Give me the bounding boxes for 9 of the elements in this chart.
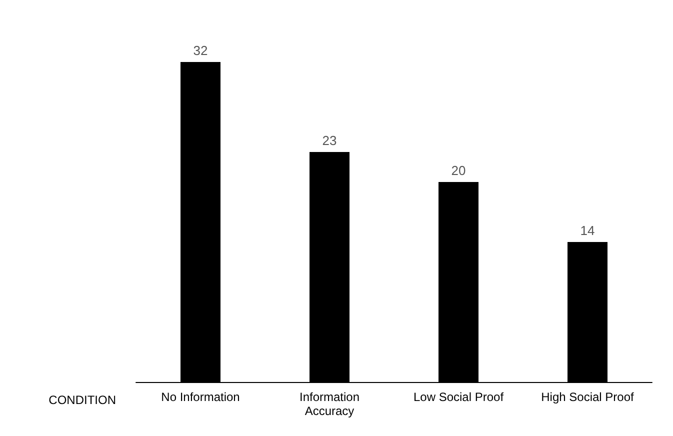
x-tick-label: Information Accuracy xyxy=(299,390,360,418)
data-label: 20 xyxy=(451,163,466,178)
x-tick-label: High Social Proof xyxy=(541,390,635,404)
x-axis-title: CONDITION xyxy=(48,393,116,407)
data-label: 23 xyxy=(322,133,337,148)
data-label: 32 xyxy=(193,43,208,58)
x-tick-label: Low Social Proof xyxy=(413,390,504,404)
data-label: 14 xyxy=(580,223,595,238)
x-tick-label: No Information xyxy=(161,390,240,404)
